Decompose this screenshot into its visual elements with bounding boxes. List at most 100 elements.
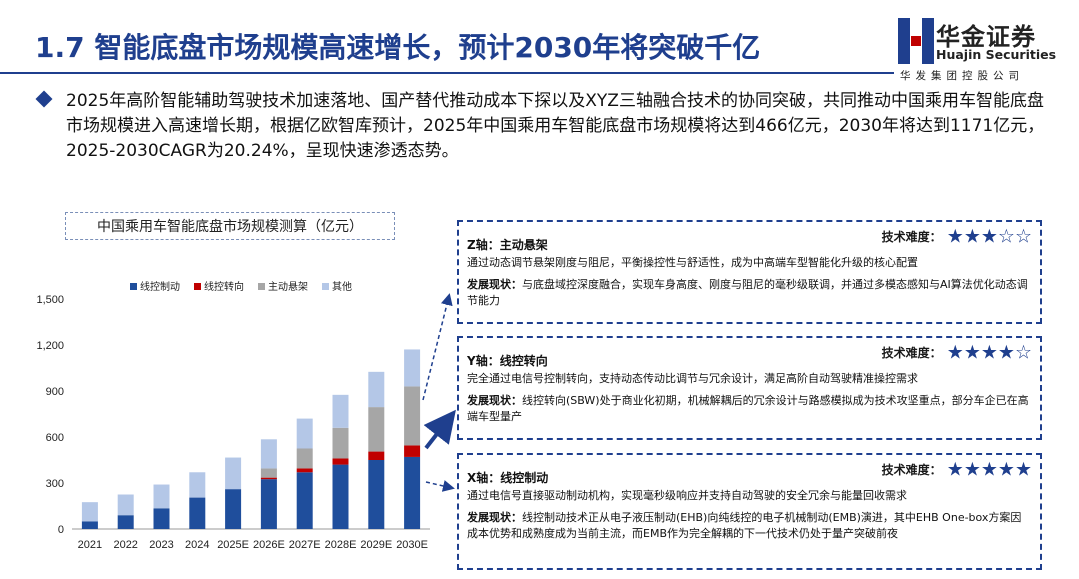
star-filled-icon: ★ (963, 458, 981, 481)
star-filled-icon: ★ (1014, 458, 1032, 481)
panel-y-axis: 技术难度： ★★★★☆ Y轴：线控转向 完全通过电信号控制转向，支持动态传动比调… (457, 336, 1042, 440)
star-filled-icon: ★ (946, 225, 964, 248)
x-tick-label: 2027E (289, 539, 321, 551)
star-empty-icon: ☆ (1014, 225, 1032, 248)
x-tick-label: 2025E (217, 539, 249, 551)
x-tick-label: 2023 (149, 539, 173, 551)
panel-x-axis: 技术难度： ★★★★★ X轴：线控制动 通过电信号直接驱动制动机构，实现毫秒级响… (457, 453, 1042, 570)
x-tick-label: 2028E (325, 539, 357, 551)
x-tick-label: 2022 (113, 539, 137, 551)
status-label: 发展现状： (467, 278, 522, 291)
star-filled-icon: ★ (980, 341, 998, 364)
panel-description: 通过动态调节悬架刚度与阻尼，平衡操控性与舒适性，成为中高端车型智能化升级的核心配… (467, 256, 918, 269)
y-tick-label: 600 (46, 432, 64, 444)
status-text: 线控制动技术正从电子液压制动(EHB)向纯线控的电子机械制动(EMB)演进，其中… (467, 511, 1022, 540)
bar-segment (332, 464, 349, 529)
bar-segment (332, 458, 349, 465)
legend-label: 其他 (332, 280, 352, 293)
x-tick-label: 2021 (78, 539, 102, 551)
arrow-to-z-panel (422, 293, 453, 401)
y-tick-label: 1,200 (36, 340, 64, 352)
star-empty-icon: ☆ (1014, 341, 1032, 364)
legend-swatch (258, 283, 265, 290)
bar-segment (368, 371, 385, 408)
panel-title: X轴：线控制动 (467, 471, 549, 485)
y-tick-label: 1,500 (36, 294, 64, 306)
legend-label: 主动悬架 (268, 281, 308, 293)
status-text: 线控转向(SBW)处于商业化初期，机械解耦后的冗余设计与路感模拟成为技术攻坚重点… (467, 394, 1029, 423)
arrow-to-y-panel (423, 409, 456, 450)
y-tick-label: 0 (58, 524, 64, 536)
bar-segment (296, 418, 313, 449)
stacked-bar-chart: 0 300 600 900 1,200 1,500 2021 2022 2023 2024 2025… (36, 280, 430, 551)
bar-segment (225, 489, 242, 529)
bar-segment (153, 484, 170, 509)
bar-segment (117, 515, 134, 529)
bar-segment (81, 502, 98, 522)
difficulty-rating: 技术难度： ★★★★★ (882, 459, 1032, 479)
legend-label: 线控转向 (204, 280, 244, 293)
difficulty-rating: 技术难度： ★★★☆☆ (882, 226, 1032, 246)
title-divider (0, 72, 894, 74)
star-filled-icon: ★ (946, 341, 964, 364)
status-label: 发展现状： (467, 394, 522, 407)
bar-segment (260, 477, 277, 480)
legend-swatch (130, 283, 137, 290)
panel-title: Y轴：线控转向 (467, 354, 548, 368)
bar-segment (296, 472, 313, 529)
star-filled-icon: ★ (980, 458, 998, 481)
logo-english-name: Huajin Securities (936, 47, 1057, 62)
star-filled-icon: ★ (963, 225, 981, 248)
bar-segment (404, 445, 421, 457)
status-text: 与底盘域控深度融合，实现车身高度、刚度与阻尼的毫秒级联调，并通过多模态感知与AI… (467, 278, 1028, 307)
bar-segment (81, 521, 98, 529)
star-filled-icon: ★ (963, 341, 981, 364)
bar-segment (153, 508, 170, 529)
bar-segment (189, 497, 206, 529)
star-filled-icon: ★ (997, 341, 1015, 364)
bar-segment (404, 456, 421, 529)
x-tick-label: 2024 (185, 539, 209, 551)
company-logo: 华金证券 Huajin Securities 华发集团控股公司 (898, 18, 1074, 82)
bar-segment (260, 439, 277, 469)
bar-segment (260, 479, 277, 529)
x-tick-label: 2030E (396, 539, 428, 551)
bar-segment (368, 460, 385, 529)
bar-segment (189, 472, 206, 498)
difficulty-label: 技术难度： (881, 230, 942, 244)
page-title: 1.7 智能底盘市场规模高速增长，预计2030年将突破千亿 (35, 31, 761, 64)
panel-title: Z轴：主动悬架 (467, 238, 548, 252)
x-tick-label: 2029E (360, 539, 392, 551)
bar-segment (296, 468, 313, 473)
bar-segment (368, 407, 385, 452)
bar-segment (117, 494, 134, 516)
star-rating: ★★★★★ (947, 458, 1032, 481)
panel-status: 发展现状：线控制动技术正从电子液压制动(EHB)向纯线控的电子机械制动(EMB)… (467, 510, 1032, 542)
panel-status: 发展现状：与底盘域控深度融合，实现车身高度、刚度与阻尼的毫秒级联调，并通过多模态… (467, 277, 1032, 309)
bar-segment (404, 386, 421, 446)
bar-segment (368, 451, 385, 460)
huajin-logo-icon (898, 18, 934, 64)
status-label: 发展现状： (467, 511, 522, 524)
star-rating: ★★★★☆ (946, 341, 1032, 364)
bar-segment (225, 457, 242, 490)
chart-title: 中国乘用车智能底盘市场规模测算（亿元） (65, 212, 395, 240)
difficulty-label: 技术难度： (881, 463, 942, 477)
legend-label: 线控制动 (140, 280, 180, 293)
logo-chinese-name: 华金证券 (936, 23, 1036, 51)
arrow-to-x-panel (425, 480, 455, 492)
star-rating: ★★★☆☆ (946, 225, 1032, 248)
panel-z-axis: 技术难度： ★★★☆☆ Z轴：主动悬架 通过动态调节悬架刚度与阻尼，平衡操控性与… (457, 220, 1042, 324)
panel-status: 发展现状：线控转向(SBW)处于商业化初期，机械解耦后的冗余设计与路感模拟成为技… (467, 393, 1032, 425)
legend-swatch (322, 283, 329, 290)
x-tick-label: 2026E (253, 539, 285, 551)
difficulty-rating: 技术难度： ★★★★☆ (882, 342, 1032, 362)
y-tick-label: 300 (46, 478, 64, 490)
star-empty-icon: ☆ (997, 225, 1015, 248)
logo-subtitle: 华发集团控股公司 (900, 70, 1024, 82)
legend-swatch (194, 283, 201, 290)
difficulty-label: 技术难度： (881, 346, 942, 360)
y-tick-label: 900 (46, 386, 64, 398)
bar-segment (404, 349, 421, 387)
